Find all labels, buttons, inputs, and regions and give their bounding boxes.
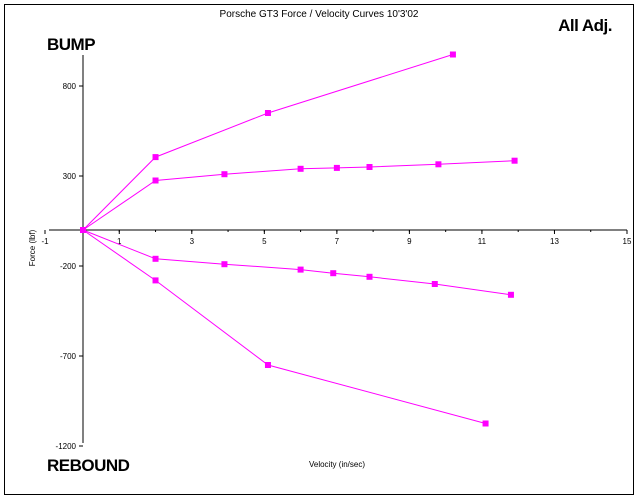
x-tick-label: 1 — [117, 237, 122, 246]
data-point — [507, 291, 514, 298]
data-point — [297, 266, 304, 273]
x-tick-label: 11 — [478, 237, 487, 246]
x-tick-label: -1 — [41, 237, 49, 246]
y-tick-label: -1200 — [56, 442, 77, 451]
y-tick-label: 300 — [63, 172, 77, 181]
y-tick-label: 800 — [63, 82, 77, 91]
data-point — [152, 255, 159, 262]
data-point — [366, 273, 373, 280]
y-tick-label: -200 — [60, 262, 77, 271]
x-tick-label: 7 — [335, 237, 340, 246]
y-tick-label: -700 — [60, 352, 77, 361]
y-axis-label: Force (lbf) — [28, 229, 37, 266]
data-point — [221, 261, 228, 268]
series-line-2 — [82, 160, 515, 231]
data-point — [221, 171, 228, 178]
data-point — [152, 177, 159, 184]
data-point — [449, 51, 456, 58]
data-point — [297, 165, 304, 172]
data-point — [482, 420, 489, 427]
data-point — [511, 157, 518, 164]
data-point — [333, 164, 340, 171]
x-tick-label: 5 — [262, 237, 267, 246]
data-point — [264, 362, 271, 368]
data-point — [80, 227, 86, 233]
data-point — [431, 281, 438, 287]
bump-label: BUMP — [47, 35, 95, 54]
data-point — [152, 154, 159, 161]
data-point — [330, 270, 337, 277]
all-adj-label: All Adj. — [558, 16, 612, 35]
x-tick-label: 13 — [550, 237, 559, 246]
x-tick-label: 15 — [623, 237, 632, 246]
series-line-4 — [82, 229, 486, 424]
rebound-label: REBOUND — [47, 456, 130, 475]
series-line-3 — [82, 229, 511, 296]
data-point — [366, 164, 373, 170]
x-tick-label: 3 — [190, 237, 195, 246]
data-point — [435, 161, 442, 168]
chart-title: Porsche GT3 Force / Velocity Curves 10'3… — [220, 9, 419, 20]
x-tick-label: 9 — [407, 237, 412, 246]
chart-frame — [4, 4, 634, 495]
x-axis-label: Velocity (in/sec) — [309, 460, 365, 469]
series-line-1 — [82, 54, 454, 231]
data-point — [264, 110, 271, 116]
data-point — [152, 277, 159, 284]
